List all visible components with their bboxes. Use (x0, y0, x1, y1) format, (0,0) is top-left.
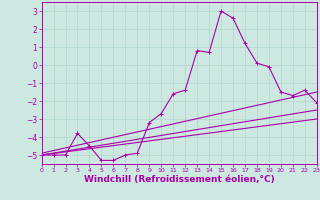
X-axis label: Windchill (Refroidissement éolien,°C): Windchill (Refroidissement éolien,°C) (84, 175, 275, 184)
